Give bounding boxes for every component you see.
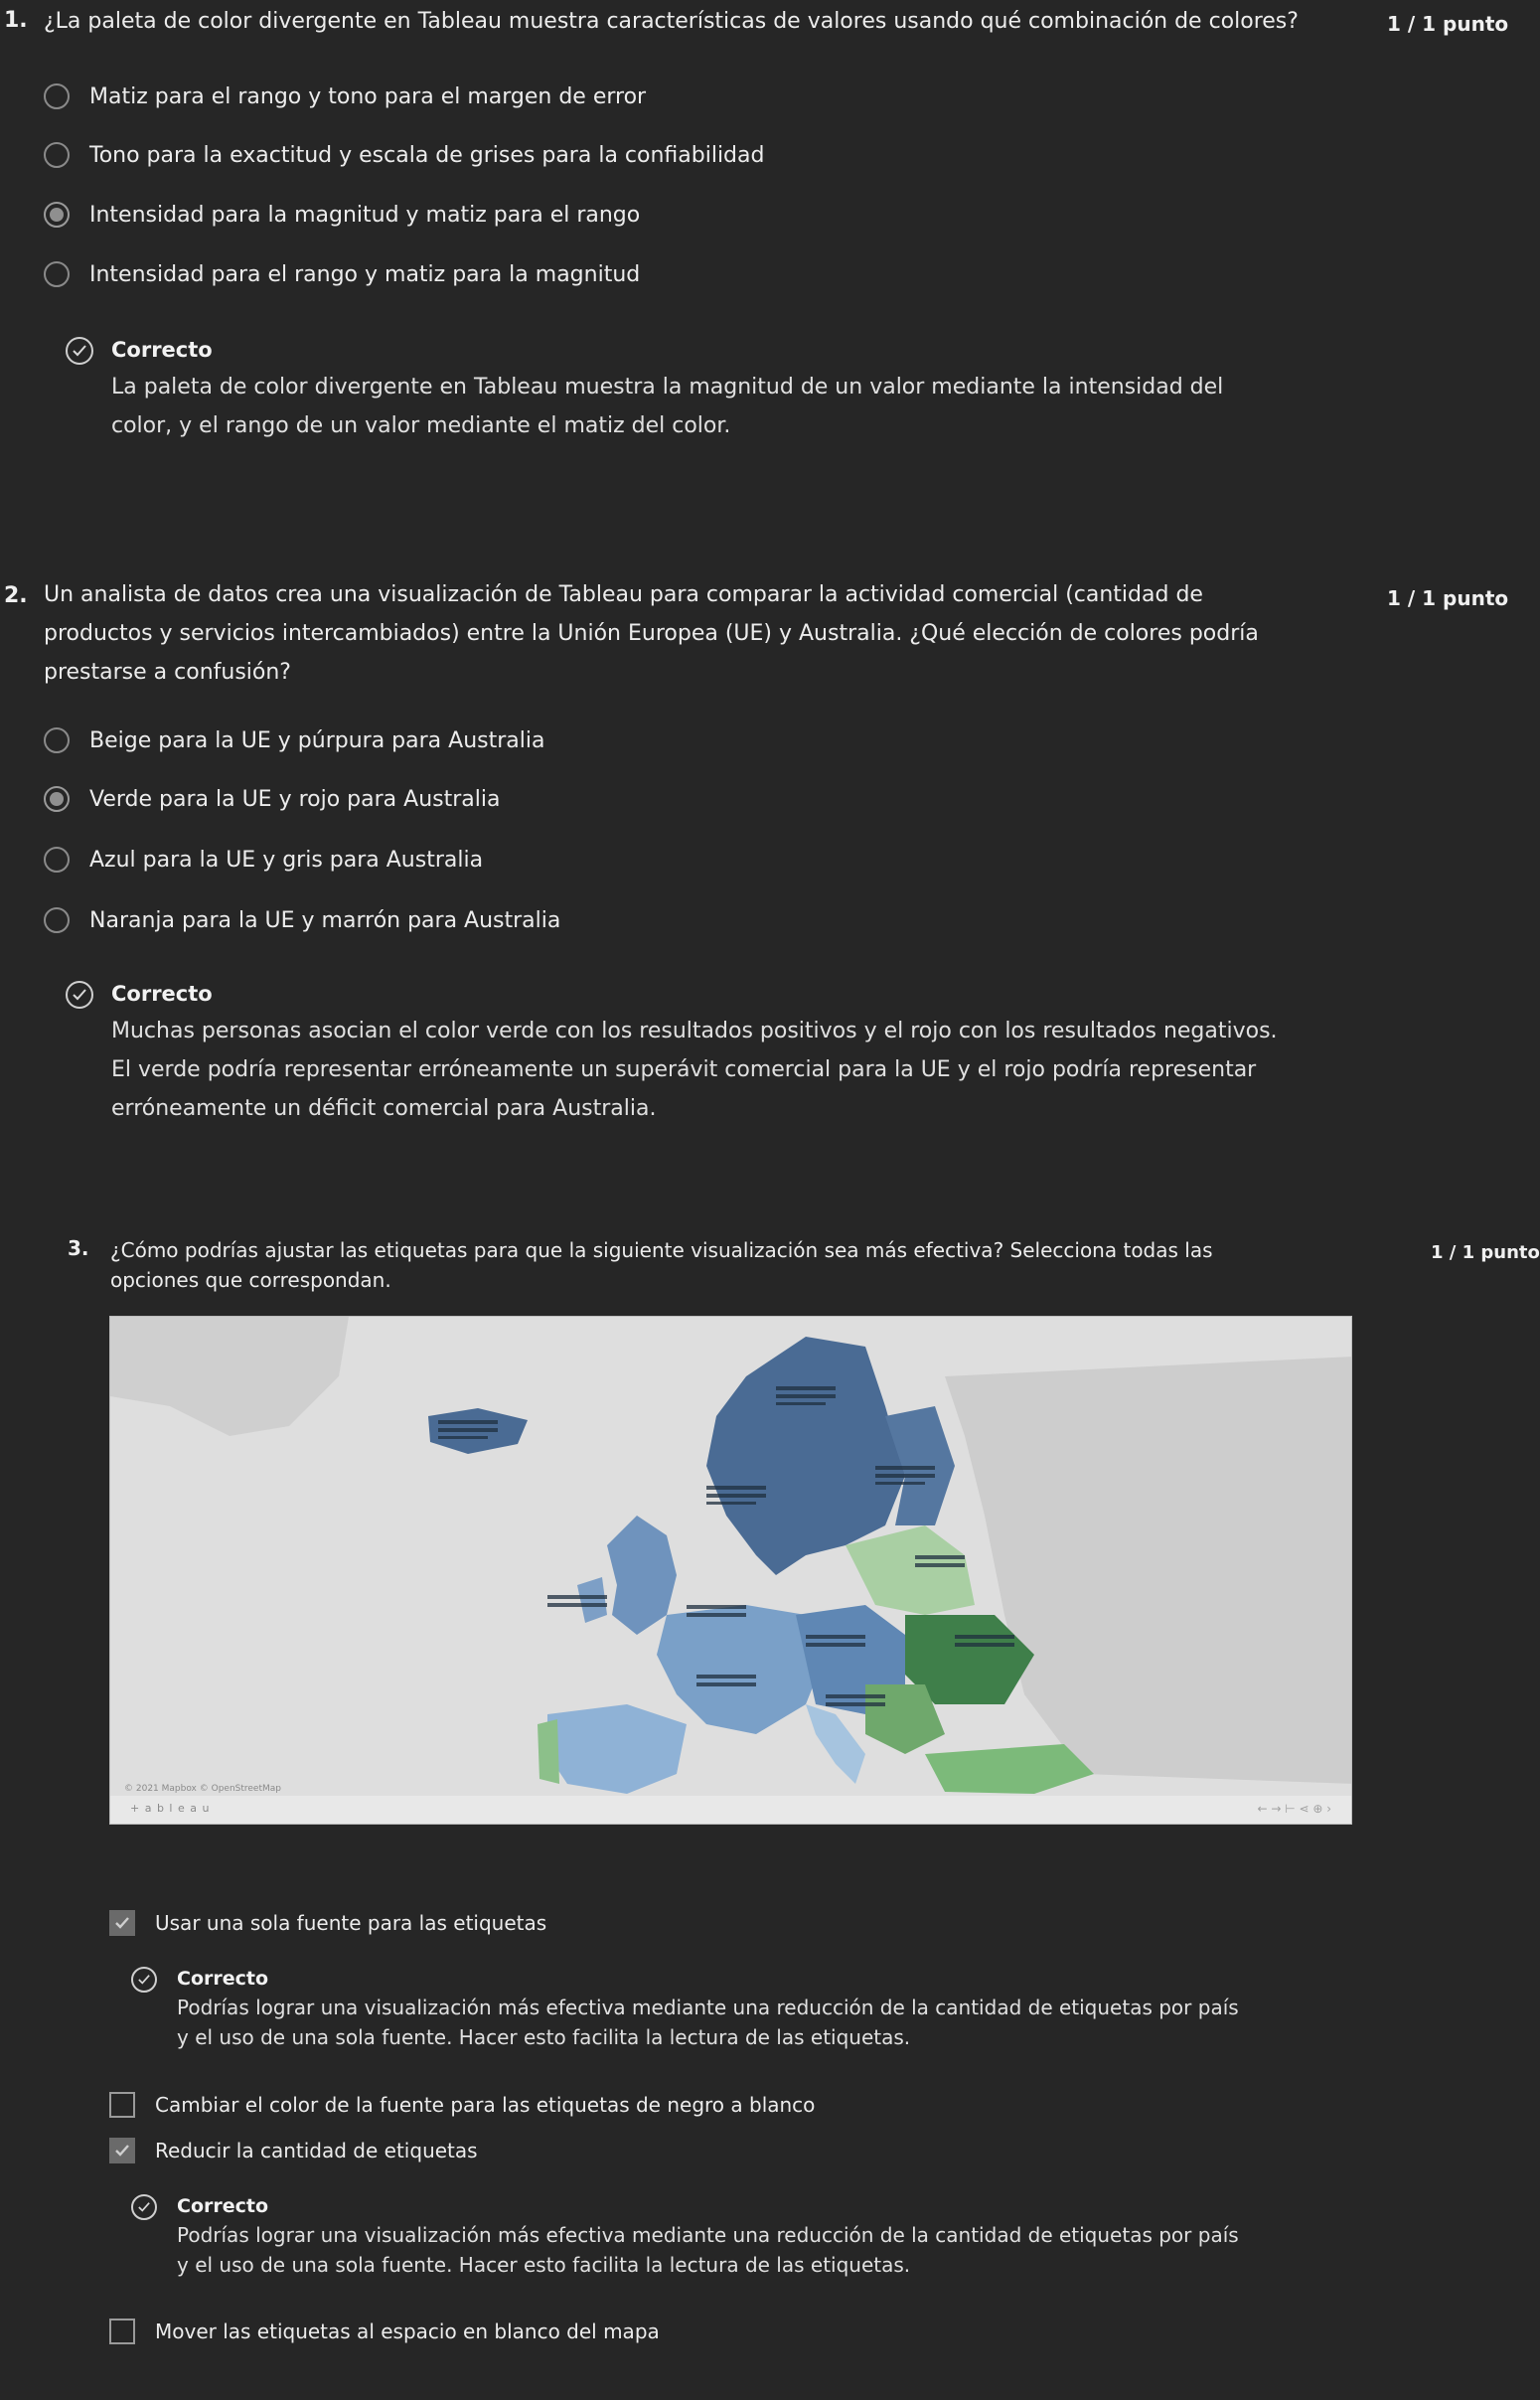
greenland-shape [110, 1317, 349, 1436]
q1-option-1[interactable]: Matiz para el rango y tono para el marge… [44, 83, 646, 109]
scandinavia-shape [706, 1337, 905, 1575]
map-toolbar[interactable]: ← → ⊢ ⋖ ⊕ › [1257, 1802, 1331, 1816]
q3-option-1-feedback-text: Podrías lograr una visualización más efe… [177, 1996, 1239, 2049]
ireland-shape [577, 1577, 607, 1623]
baltics-shape [846, 1525, 975, 1615]
q2-option-1[interactable]: Beige para la UE y púrpura para Australi… [44, 727, 544, 753]
q3-points: 1 / 1 punto [1431, 1242, 1540, 1263]
q2-option-4[interactable]: Naranja para la UE y marrón para Austral… [44, 907, 560, 933]
option-label: Matiz para el rango y tono para el marge… [89, 83, 647, 109]
option-label: Tono para la exactitud y escala de grise… [89, 142, 765, 168]
option-label: Intensidad para la magnitud y matiz para… [89, 202, 641, 228]
italy-shape [806, 1704, 865, 1784]
q1-feedback-title: Correcto [111, 338, 213, 362]
q1-option-3[interactable]: Intensidad para la magnitud y matiz para… [44, 202, 640, 228]
q3-question-text: ¿Cómo podrías ajustar las etiquetas para… [110, 1238, 1213, 1292]
q1-points: 1 / 1 punto [1387, 12, 1509, 36]
option-label: Intensidad para el rango y matiz para la… [89, 261, 641, 287]
option-label: Naranja para la UE y marrón para Austral… [89, 907, 561, 933]
q2-feedback-title: Correcto [111, 982, 213, 1006]
portugal-shape [538, 1719, 559, 1784]
q3-option-3[interactable]: Reducir la cantidad de etiquetas [109, 2138, 478, 2163]
q2-option-3[interactable]: Azul para la UE y gris para Australia [44, 847, 483, 873]
checkbox-checked[interactable] [109, 1910, 135, 1936]
q3-option-3-feedback-text: Podrías lograr una visualización más efe… [177, 2223, 1239, 2277]
option-label: Beige para la UE y púrpura para Australi… [89, 727, 545, 753]
option-label: Reducir la cantidad de etiquetas [155, 2139, 478, 2162]
q1-question-text: ¿La paleta de color divergente en Tablea… [44, 9, 1299, 34]
europe-map-visualization[interactable]: © 2021 Mapbox © OpenStreetMap + a b l e … [109, 1316, 1352, 1825]
tableau-logo: + a b l e a u [130, 1802, 211, 1815]
radio-button[interactable] [44, 907, 70, 933]
map-attribution: © 2021 Mapbox © OpenStreetMap [124, 1784, 281, 1794]
uk-shape [607, 1516, 677, 1635]
radio-button[interactable] [44, 83, 70, 109]
radio-button[interactable] [44, 261, 70, 287]
russia-shape [945, 1357, 1351, 1784]
option-label: Cambiar el color de la fuente para las e… [155, 2093, 816, 2117]
q3-option-3-feedback-title: Correcto [177, 2195, 269, 2217]
balkans-shape [865, 1684, 945, 1754]
map-graphic [110, 1317, 1351, 1824]
checkbox[interactable] [109, 2319, 135, 2344]
q2-question-text: Un analista de datos crea una visualizac… [44, 582, 1259, 685]
radio-button[interactable] [44, 727, 70, 753]
q3-option-2[interactable]: Cambiar el color de la fuente para las e… [109, 2092, 815, 2118]
q3-option-4[interactable]: Mover las etiquetas al espacio en blanco… [109, 2319, 660, 2344]
iberia-shape [547, 1704, 687, 1794]
radio-button-selected[interactable] [44, 786, 70, 812]
q1-option-2[interactable]: Tono para la exactitud y escala de grise… [44, 142, 764, 168]
q1-feedback-text: La paleta de color divergente en Tableau… [111, 375, 1224, 438]
option-label: Azul para la UE y gris para Australia [89, 847, 484, 873]
map-label-clusters [438, 1386, 1014, 1706]
q2-points: 1 / 1 punto [1387, 586, 1509, 610]
checkbox-checked[interactable] [109, 2138, 135, 2163]
q2-option-2[interactable]: Verde para la UE y rojo para Australia [44, 786, 500, 812]
q3-option-1[interactable]: Usar una sola fuente para las etiquetas [109, 1910, 546, 1936]
checkbox[interactable] [109, 2092, 135, 2118]
q1-option-4[interactable]: Intensidad para el rango y matiz para la… [44, 261, 640, 287]
option-label: Usar una sola fuente para las etiquetas [155, 1911, 547, 1935]
q2-feedback-text: Muchas personas asocian el color verde c… [111, 1019, 1278, 1121]
western-europe-shape [657, 1605, 826, 1734]
q3-number: 3. [68, 1236, 89, 1260]
checkmark-circle-icon [66, 981, 93, 1009]
option-label: Mover las etiquetas al espacio en blanco… [155, 2320, 660, 2343]
q1-number: 1. [4, 8, 28, 33]
checkmark-circle-icon [131, 2194, 157, 2220]
turkey-shape [925, 1744, 1094, 1794]
radio-button-selected[interactable] [44, 202, 70, 228]
checkmark-circle-icon [66, 337, 93, 365]
option-label: Verde para la UE y rojo para Australia [89, 786, 501, 812]
radio-button[interactable] [44, 142, 70, 168]
q2-number: 2. [4, 583, 28, 608]
radio-button[interactable] [44, 847, 70, 873]
q3-option-1-feedback-title: Correcto [177, 1968, 269, 1990]
checkmark-circle-icon [131, 1967, 157, 1993]
